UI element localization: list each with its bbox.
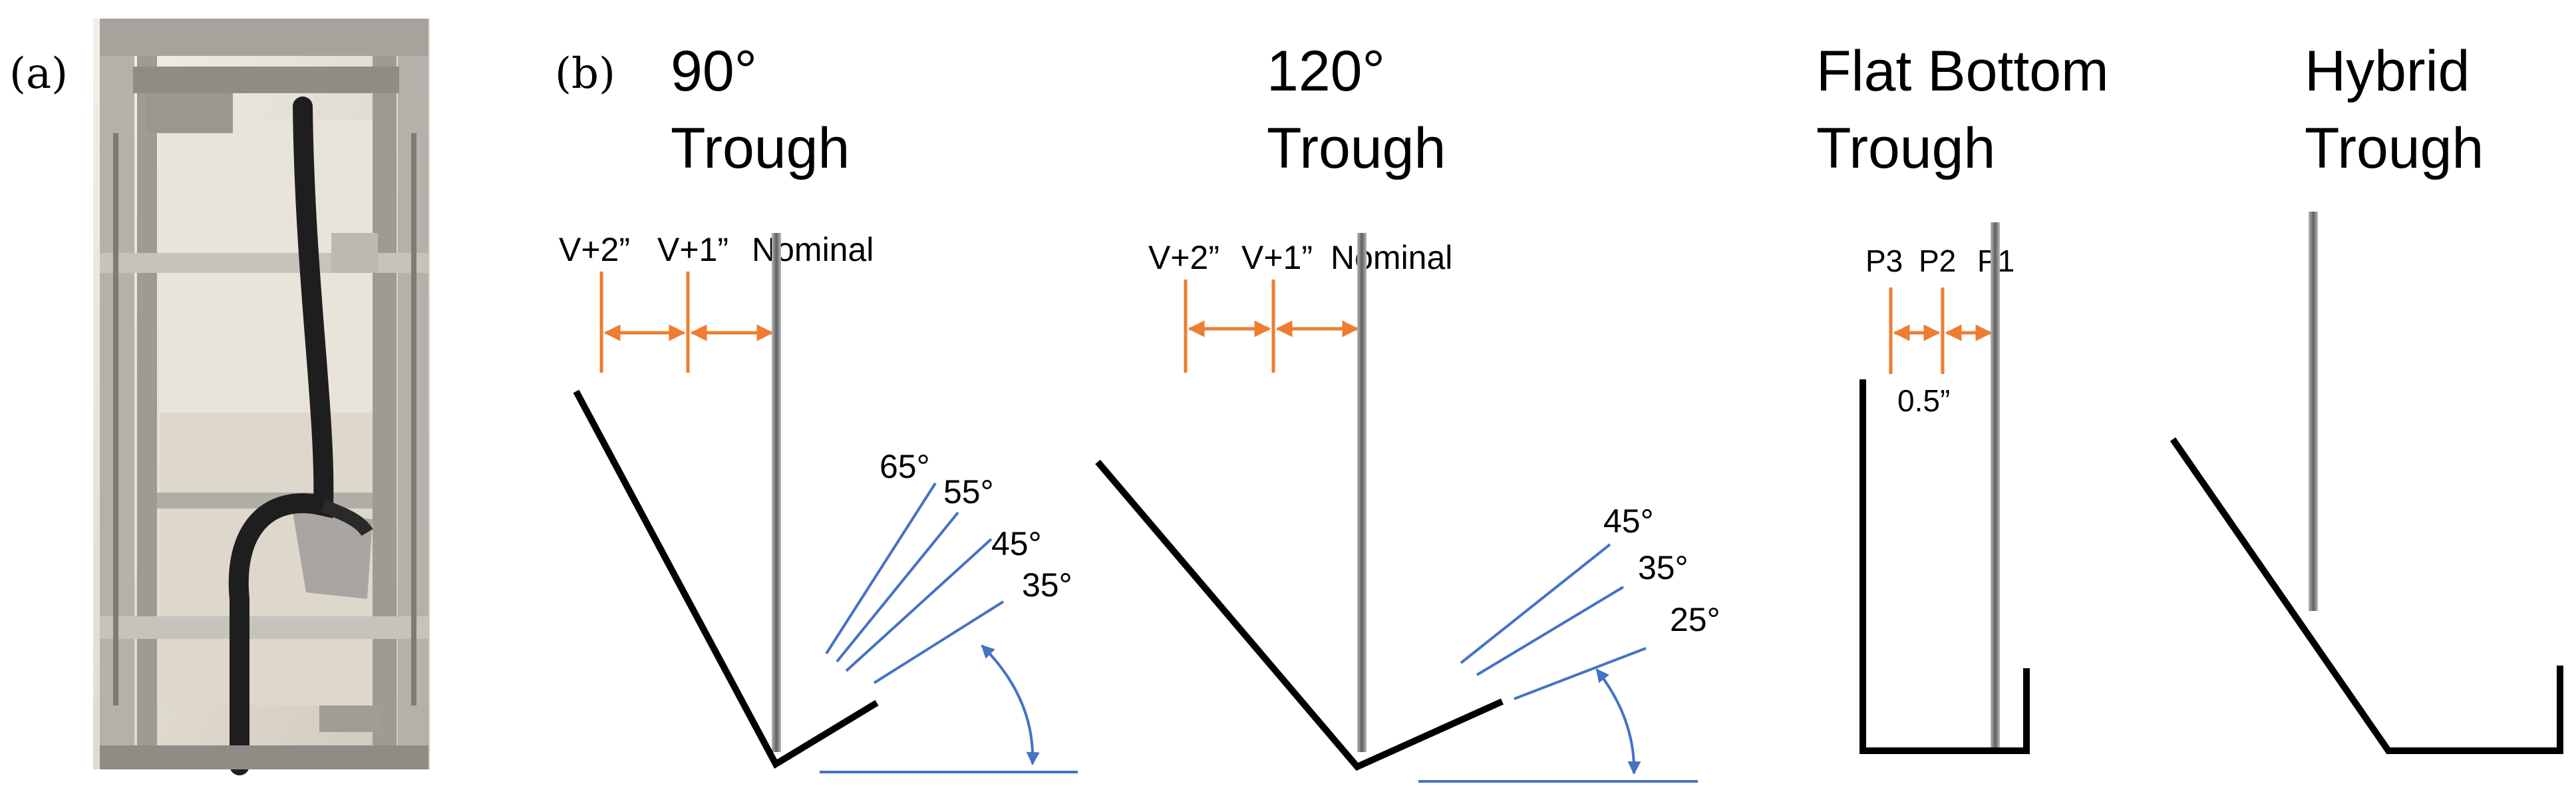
- probe-rod: [1991, 222, 2000, 748]
- dimension-markers: [1184, 280, 1363, 373]
- dim-label-nominal: Nominal: [1331, 239, 1452, 276]
- angle-label-25: 25°: [1670, 601, 1720, 638]
- angle-label-35: 35°: [1638, 549, 1689, 586]
- angle-label-55: 55°: [943, 473, 994, 510]
- dim-label-nominal: Nominal: [752, 231, 874, 268]
- position-label-p2: P2: [1919, 244, 1956, 278]
- position-label-p3: P3: [1865, 244, 1903, 278]
- spacing-label: 0.5”: [1897, 383, 1950, 418]
- probe-rod: [772, 233, 781, 752]
- test-rig-photo: [93, 19, 430, 775]
- panel-a-label: (a): [9, 49, 68, 99]
- trough-flat-title-line2: Trough: [1816, 116, 1995, 180]
- dimension-markers: [599, 272, 778, 373]
- angle-label-35: 35°: [1022, 566, 1072, 604]
- trough-hybrid-title-line2: Trough: [2305, 116, 2484, 180]
- dim-label-v-plus-2: V+2”: [559, 231, 630, 268]
- trough-120-diagram: 120° Trough V+2” V+1” Nominal 45° 35° 25…: [1095, 39, 1720, 783]
- trough-profile: [1859, 379, 2030, 754]
- angle-label-45: 45°: [991, 525, 1042, 562]
- angle-lines: [825, 482, 1005, 684]
- trough-90-title-line2: Trough: [671, 116, 850, 180]
- trough-hybrid-diagram: Hybrid Trough: [2170, 39, 2563, 754]
- angle-label-45: 45°: [1603, 502, 1654, 540]
- dimension-markers: [1889, 288, 1997, 374]
- trough-hybrid-title-line1: Hybrid: [2305, 39, 2470, 103]
- trough-profile: [1095, 459, 1504, 771]
- angle-arc: [981, 644, 1040, 765]
- trough-90-title-line1: 90°: [671, 39, 757, 103]
- dim-label-v-plus-1: V+1”: [657, 231, 728, 268]
- trough-flat-bottom-diagram: Flat Bottom Trough P3 P2 P1 0.5”: [1816, 39, 2109, 754]
- angle-arc: [1595, 668, 1641, 775]
- trough-profile: [2170, 437, 2563, 754]
- dim-label-v-plus-2: V+2”: [1148, 239, 1219, 276]
- trough-90-diagram: 90° Trough V+2” V+1” Nominal 65° 55° 45°…: [559, 39, 1078, 773]
- trough-profile: [573, 389, 879, 769]
- angle-lines: [1460, 543, 1647, 700]
- probe-rod: [1357, 233, 1367, 752]
- trough-flat-title-line1: Flat Bottom: [1816, 39, 2109, 103]
- probe-rod: [2309, 212, 2318, 611]
- angle-label-65: 65°: [880, 448, 930, 485]
- trough-120-title-line1: 120°: [1267, 39, 1385, 103]
- panel-b-label: (b): [555, 49, 615, 99]
- dim-label-v-plus-1: V+1”: [1241, 239, 1313, 276]
- trough-120-title-line2: Trough: [1267, 116, 1446, 180]
